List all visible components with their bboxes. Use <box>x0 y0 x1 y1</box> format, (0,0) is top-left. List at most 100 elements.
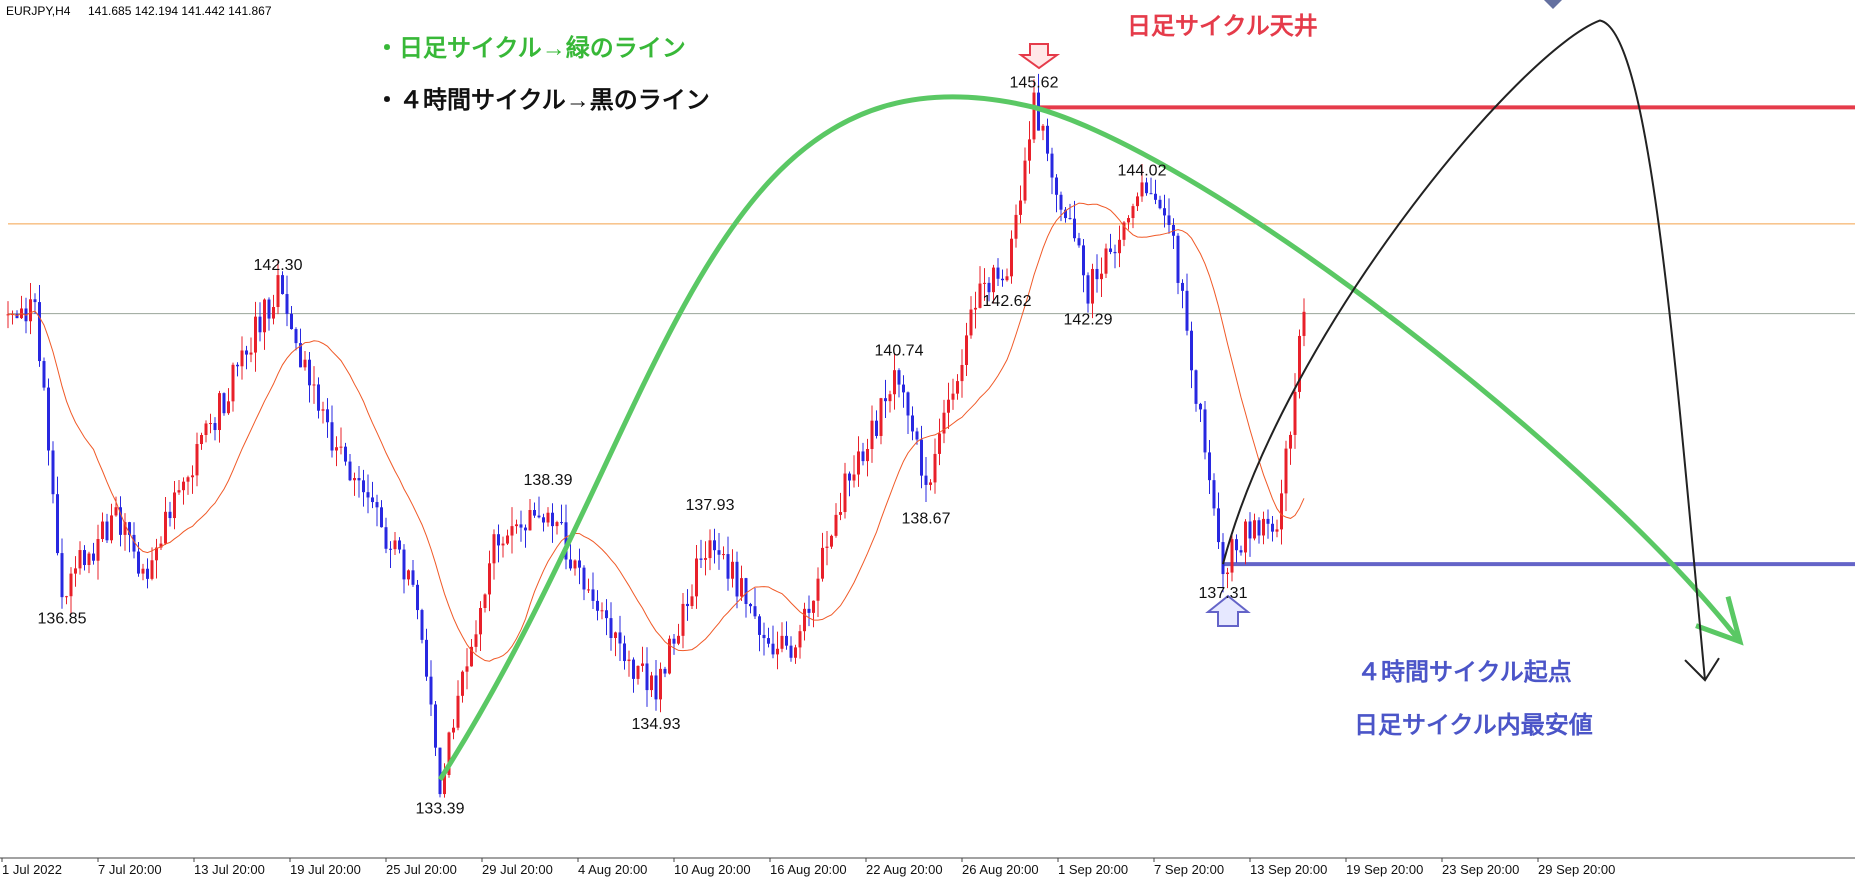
x-axis-label: 22 Aug 20:00 <box>866 862 943 877</box>
candle-body <box>393 540 397 550</box>
candle-body <box>992 267 995 293</box>
candle-body <box>384 527 388 549</box>
candle-body <box>308 359 311 386</box>
candle-body <box>326 409 329 423</box>
price-label: 138.67 <box>902 510 951 527</box>
candle-body <box>150 560 154 579</box>
candle-body <box>461 671 464 696</box>
candle-body <box>1086 275 1090 304</box>
candle-body <box>195 444 199 476</box>
candle-body <box>942 412 946 434</box>
candle-body <box>798 631 802 648</box>
candle-body <box>483 594 487 608</box>
candle-body <box>222 393 226 414</box>
price-label: 137.93 <box>686 497 735 514</box>
candle-body <box>839 512 842 515</box>
candle-body <box>933 453 937 483</box>
candle-body <box>969 309 973 336</box>
candle-body <box>587 589 590 591</box>
candle-body <box>1064 209 1067 219</box>
candle-body <box>920 439 923 476</box>
candle-body <box>1185 290 1189 331</box>
candle-body <box>240 350 244 367</box>
candle-body <box>744 578 748 604</box>
candle-body <box>1122 222 1126 240</box>
candle-body <box>974 307 977 310</box>
candle-body <box>488 563 491 595</box>
candle-body <box>438 747 442 795</box>
candle-body <box>893 370 896 395</box>
candle-body <box>515 524 518 527</box>
x-axis-label: 25 Jul 20:00 <box>386 862 457 877</box>
candle-body <box>258 316 262 333</box>
candle-body <box>357 478 361 481</box>
moving-average <box>7 202 1305 662</box>
candle-body <box>929 482 932 485</box>
candle-body <box>533 510 536 516</box>
x-axis-label: 7 Jul 20:00 <box>98 862 162 877</box>
candle-body <box>1014 214 1018 239</box>
candle-body <box>204 423 208 436</box>
cycle-curves <box>437 0 1744 781</box>
candle-body <box>1109 248 1112 252</box>
candle-body <box>42 361 46 388</box>
price-label: 142.29 <box>1064 311 1113 328</box>
price-label: 144.02 <box>1118 162 1167 179</box>
candle-body <box>119 507 122 535</box>
candle-body <box>1131 206 1135 219</box>
candle-body <box>6 314 10 316</box>
candle-body <box>717 550 721 555</box>
candle-body <box>1221 542 1225 575</box>
candle-body <box>281 275 284 295</box>
candle-body <box>249 352 253 355</box>
candle-body <box>911 415 914 432</box>
candle-body <box>537 515 541 518</box>
candle-body <box>1091 268 1094 304</box>
candle-body <box>420 610 424 640</box>
candle-body <box>182 481 185 491</box>
candle-body <box>114 507 118 516</box>
candle-body <box>713 540 716 551</box>
candle-body <box>609 618 613 638</box>
candle-body <box>155 547 158 561</box>
candle-body <box>60 553 64 598</box>
daily-top-annotation: 日足サイクル天井 <box>1127 13 1318 40</box>
candle-body <box>731 561 734 579</box>
candle-body <box>659 668 662 700</box>
candle-body <box>1194 370 1198 404</box>
candle-body <box>555 522 559 527</box>
x-axis-label: 10 Aug 20:00 <box>674 862 751 877</box>
candle-body <box>686 603 689 607</box>
candle-body <box>1302 311 1306 336</box>
candle-body <box>245 350 248 355</box>
candle-body <box>1032 92 1036 140</box>
candle-body <box>524 527 527 531</box>
candle-body <box>362 480 365 493</box>
candle-body <box>83 550 86 566</box>
candle-body <box>1010 238 1013 277</box>
candle-body <box>569 559 572 569</box>
candle-body <box>456 695 460 728</box>
candle-body <box>1023 160 1027 201</box>
candle-body <box>690 596 694 607</box>
candle-body <box>123 522 127 535</box>
candle-body <box>722 554 725 556</box>
candle-body <box>1037 92 1040 131</box>
candle-body <box>816 578 820 601</box>
x-axis-label: 13 Sep 20:00 <box>1250 862 1327 877</box>
candle-body <box>1262 518 1265 536</box>
candle-body <box>146 568 149 579</box>
black-arrowhead <box>1684 657 1720 682</box>
candle-body <box>29 299 32 322</box>
candle-body <box>978 283 982 308</box>
candle-body <box>1073 218 1076 239</box>
candle-body <box>321 409 325 411</box>
candle-body <box>821 547 824 579</box>
chart-header-ohlc: 141.685 142.194 141.442 141.867 <box>88 4 272 18</box>
candle-body <box>168 511 172 519</box>
candle-body <box>294 329 298 344</box>
price-label: 134.93 <box>632 716 681 733</box>
candle-body <box>69 573 73 597</box>
candle-body <box>888 394 892 402</box>
